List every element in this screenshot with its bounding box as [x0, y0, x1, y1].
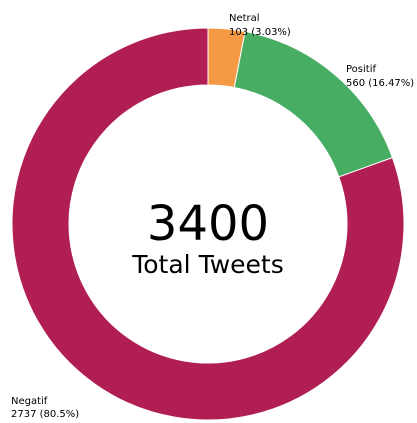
slice-positif — [233, 30, 394, 178]
labels-layer: Netral 103 (3.03%) Positif 560 (16.47%) Nega… — [11, 13, 414, 420]
slice-label-positif: Positif — [346, 64, 376, 75]
slice-value-label-negatif: 2737 (80.5%) — [11, 409, 79, 420]
slice-label-negatif: Negatif — [11, 396, 48, 407]
slices-layer — [11, 27, 405, 421]
slice-value-label-positif: 560 (16.47%) — [346, 78, 414, 89]
slice-value-label-netral: 103 (3.03%) — [229, 27, 291, 38]
slice-label-netral: Netral — [229, 13, 260, 24]
slice-negatif — [11, 27, 405, 421]
center-total: 3400 — [147, 196, 269, 252]
center-caption: Total Tweets — [131, 250, 284, 279]
